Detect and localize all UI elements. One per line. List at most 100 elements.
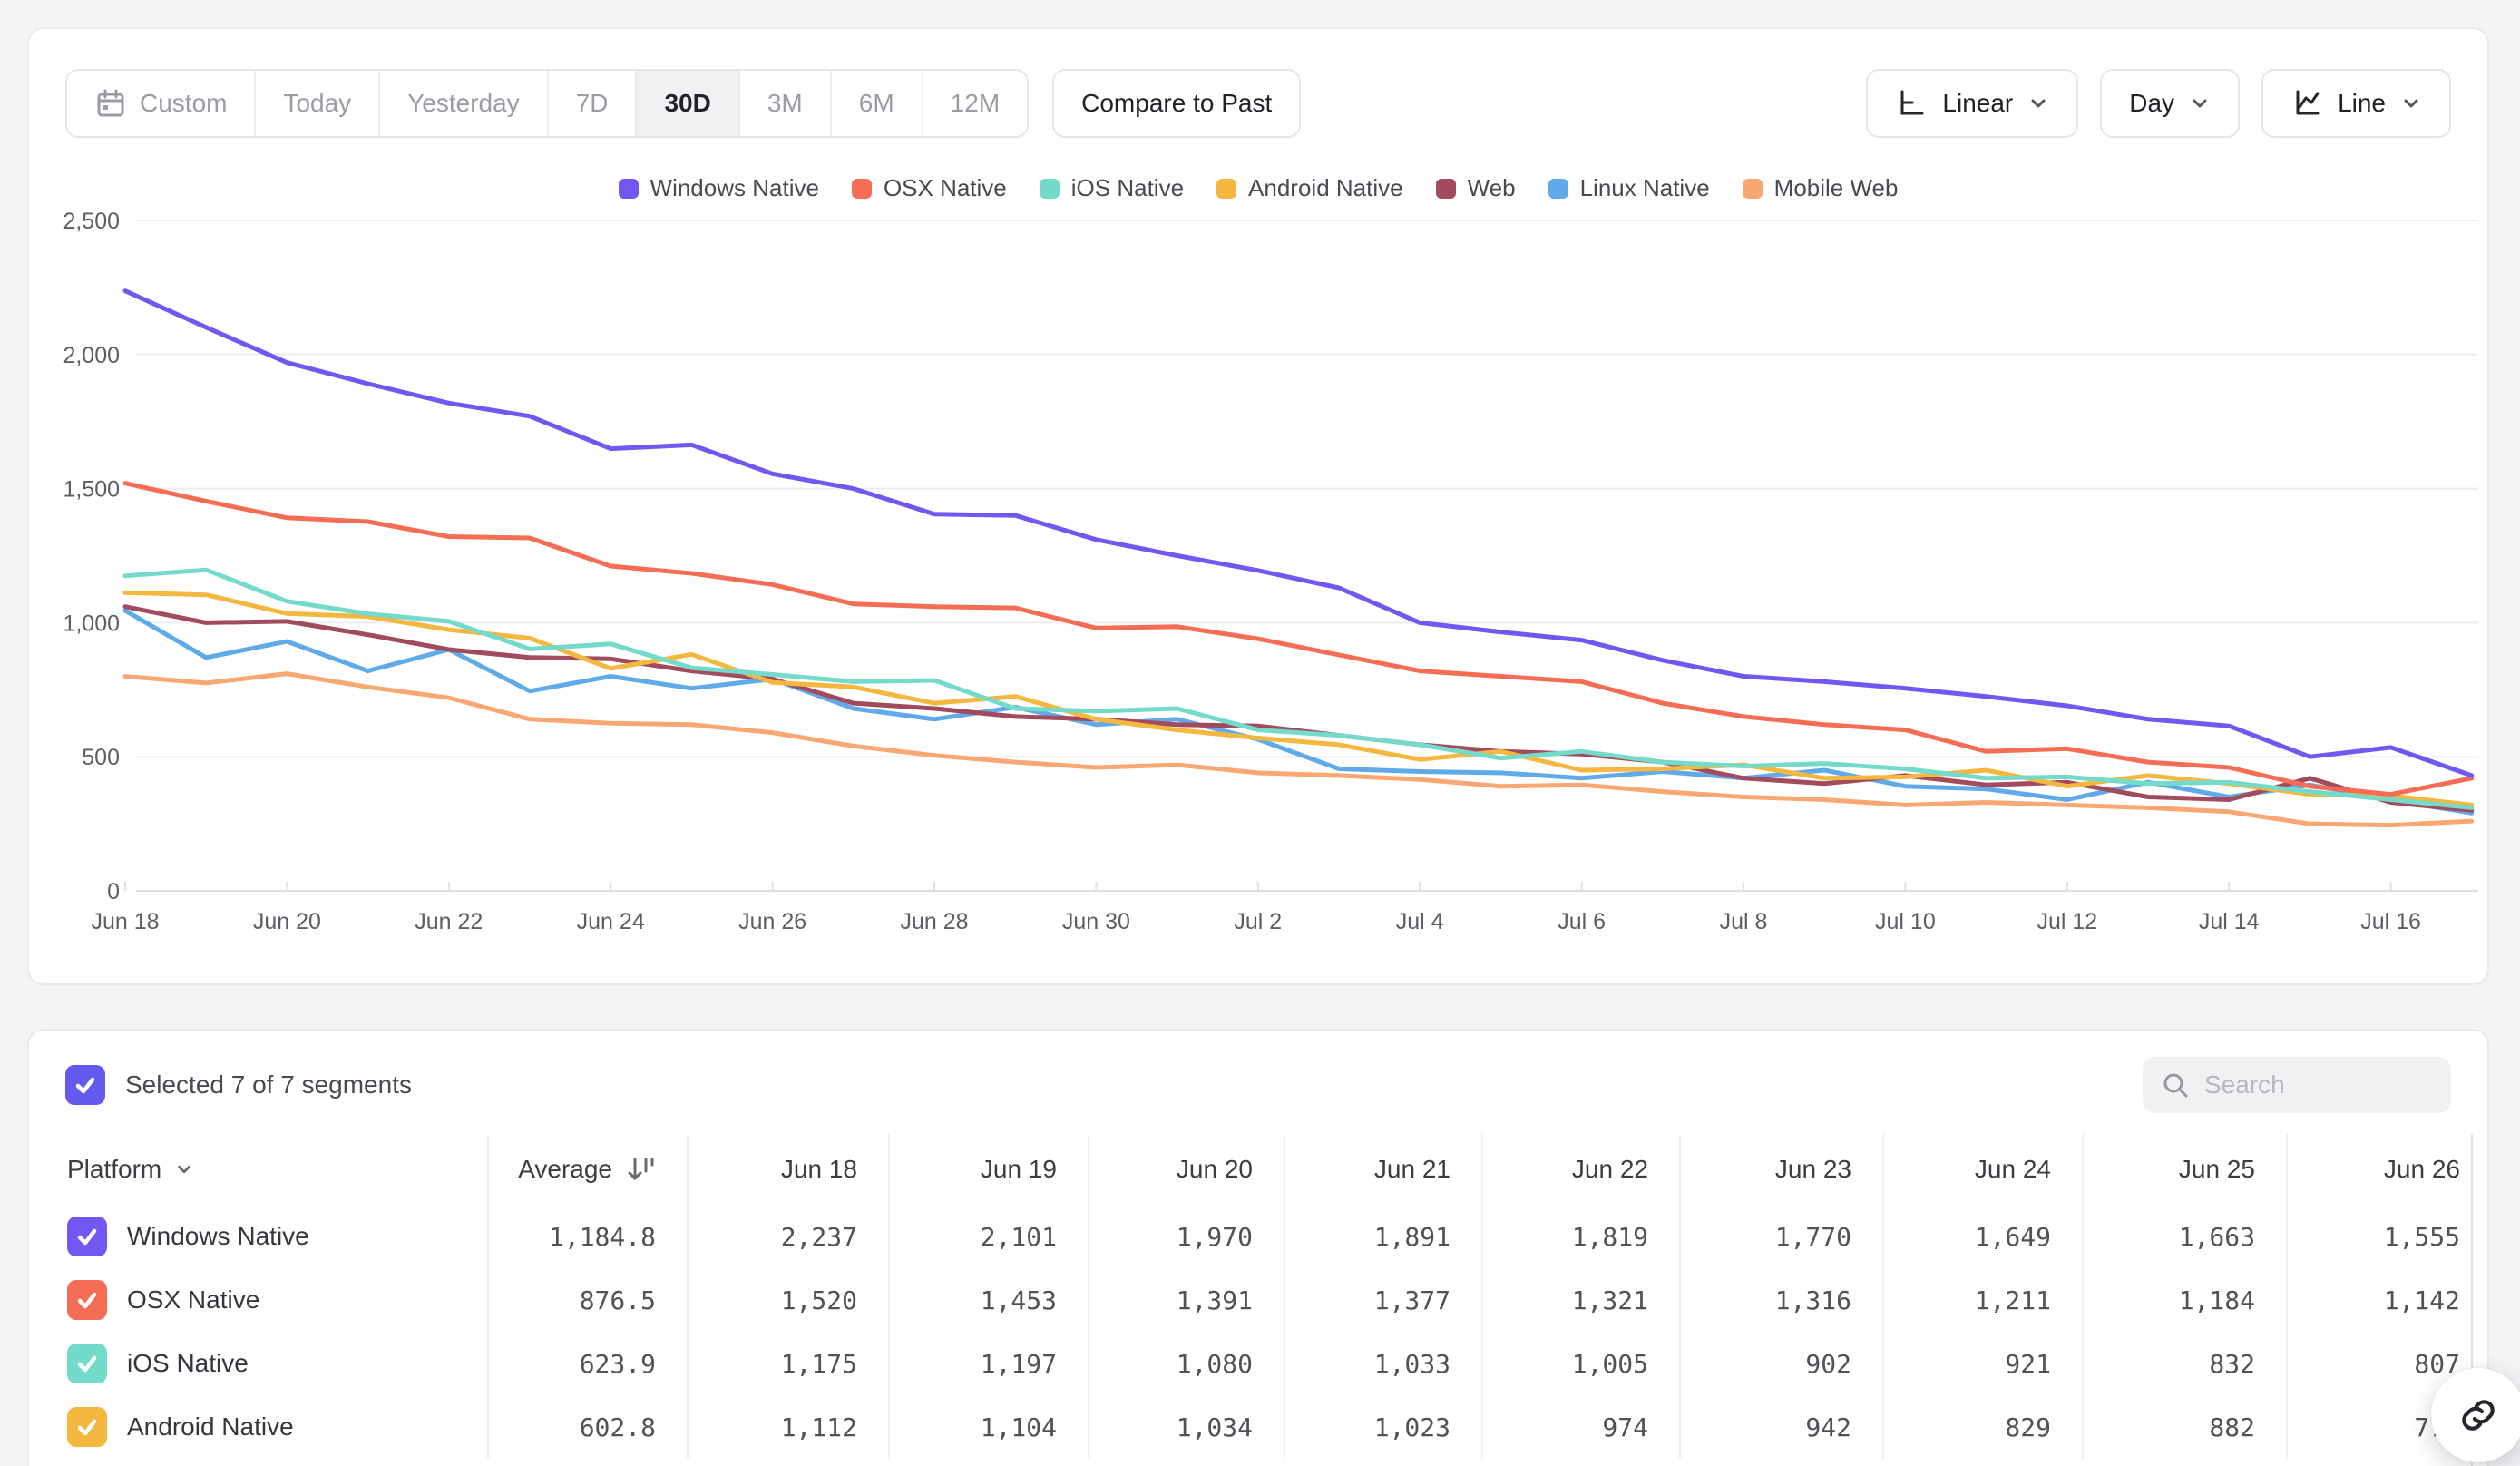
range-yesterday[interactable]: Yesterday [378,71,547,136]
legend-item[interactable]: iOS Native [1039,174,1185,202]
legend-swatch [618,178,639,199]
interval-dropdown[interactable]: Day [2100,69,2241,138]
range-6m[interactable]: 6M [829,71,922,136]
column-header-label: Average [518,1155,612,1183]
legend-item[interactable]: Android Native [1216,174,1403,202]
column-header-label: Jun 19 [980,1155,1057,1183]
segment-checkbox[interactable] [67,1407,107,1447]
x-axis-tick-label: Jun 20 [253,909,321,934]
x-axis-tick-label: Jun 30 [1062,909,1130,934]
checkmark-icon [77,1292,97,1309]
range-30d[interactable]: 30D [635,71,738,136]
legend-label: iOS Native [1070,174,1185,201]
value-cell: 2,101 [888,1205,1088,1268]
table-scrollbar[interactable] [2471,1134,2473,1466]
value-cell: 1,377 [1284,1268,1481,1332]
compare-to-past-label: Compare to Past [1081,89,1273,117]
value-cell: 1,175 [687,1332,888,1395]
chart-type-dropdown[interactable]: Line [2261,69,2451,138]
segment-checkbox[interactable] [67,1217,107,1256]
select-all-checkbox[interactable] [65,1065,105,1105]
scale-dropdown-label: Linear [1942,89,2014,117]
value-cell: 1,142 [2286,1268,2491,1332]
legend-label: Web [1467,174,1516,201]
value-cell: 942 [1679,1395,1882,1459]
value-cell: 602.8 [487,1395,687,1459]
legend-item[interactable]: Windows Native [618,174,819,202]
platform-label: OSX Native [127,1285,260,1314]
column-header-jun-25[interactable]: Jun 25 [2082,1134,2286,1205]
value-cell: 832 [2082,1332,2286,1395]
x-axis-tick-label: Jun 18 [91,909,159,934]
value-cell: 1,316 [1679,1268,1882,1332]
column-header-jun-18[interactable]: Jun 18 [687,1134,888,1205]
value-cell: 921 [1882,1332,2082,1395]
series-line-mobile-web [122,671,2475,828]
range-3m[interactable]: 3M [737,71,830,136]
value-cell: 1,970 [1088,1205,1284,1268]
legend-item[interactable]: Web [1435,174,1516,202]
legend-item[interactable]: OSX Native [851,174,1007,202]
share-link-button[interactable] [2431,1368,2520,1462]
value-cell: 1,197 [888,1332,1088,1395]
segment-search[interactable] [2143,1057,2451,1113]
chart-legend: Windows Native OSX Native iOS Native Androi… [29,174,2487,202]
checkmark-icon [77,1419,97,1436]
segment-checkbox[interactable] [67,1344,107,1383]
value-cell: 1,184 [2082,1268,2286,1332]
range-12m[interactable]: 12M [921,71,1027,136]
table-row-android-native: Android Native 602.8 1,112 1,104 1,034 1,023 9… [29,1395,2487,1459]
column-header-jun-21[interactable]: Jun 21 [1284,1134,1481,1205]
calendar-icon [94,87,127,120]
x-axis-tick-label: Jun 26 [738,909,806,934]
x-axis-tick-label: Jun 22 [415,909,483,934]
value-cell: 1,321 [1481,1268,1679,1332]
range-7d[interactable]: 7D [546,71,636,136]
sort-descending-icon [625,1156,656,1183]
column-header-jun-24[interactable]: Jun 24 [1882,1134,2082,1205]
scale-dropdown[interactable]: Linear [1866,69,2079,138]
column-header-label: Jun 26 [2383,1155,2460,1183]
y-axis-tick-label: 2,000 [63,343,120,368]
value-cell: 1,520 [687,1268,888,1332]
column-header-label: Jun 24 [1974,1155,2051,1183]
range-label: 7D [575,89,609,117]
column-header-label: Jun 21 [1373,1155,1450,1183]
x-axis-tick-label: Jul 6 [1558,909,1606,934]
legend-item[interactable]: Linux Native [1548,174,1710,202]
value-cell: 882 [2082,1395,2286,1459]
segments-table: Platform Average Jun 18 Jun 19 Jun 20 Jun 21 J… [29,1134,2487,1459]
range-custom[interactable]: Custom [67,71,254,136]
column-header-label: Jun 23 [1774,1155,1851,1183]
checkmark-icon [75,1077,95,1094]
value-cell: 1,770 [1679,1205,1882,1268]
platform-label: iOS Native [127,1349,249,1377]
x-axis-tick-label: Jul 8 [1720,909,1768,934]
compare-to-past-button[interactable]: Compare to Past [1052,69,1302,138]
column-header-platform[interactable]: Platform [29,1134,487,1205]
platform-label: Windows Native [127,1222,309,1250]
column-header-jun-19[interactable]: Jun 19 [888,1134,1088,1205]
checkmark-icon [77,1228,97,1246]
column-header-jun-26[interactable]: Jun 26 [2286,1134,2491,1205]
table-header-row: Platform Average Jun 18 Jun 19 Jun 20 Jun 21 J… [29,1134,2487,1205]
series-line-ios-native [122,567,2475,810]
table-row-ios-native: iOS Native 623.9 1,175 1,197 1,080 1,033 1,005… [29,1332,2487,1395]
legend-label: Windows Native [650,174,819,201]
chart-toolbar: Custom Today Yesterday 7D 30D 3M 6M 12M Compare… [65,69,2451,138]
column-header-jun-23[interactable]: Jun 23 [1679,1134,1882,1205]
legend-item[interactable]: Mobile Web [1742,174,1898,202]
table-row-osx-native: OSX Native 876.5 1,520 1,453 1,391 1,377 1,321… [29,1268,2487,1332]
selected-segments-label: Selected 7 of 7 segments [125,1070,412,1099]
y-axis-tick-label: 2,500 [63,210,120,234]
segments-table-card: Selected 7 of 7 segments Platform Average… [27,1029,2489,1466]
legend-label: Android Native [1248,174,1403,201]
search-input[interactable] [2204,1070,2433,1100]
range-today[interactable]: Today [254,71,378,136]
column-header-jun-22[interactable]: Jun 22 [1481,1134,1679,1205]
link-icon [2462,1400,2495,1431]
column-header-jun-20[interactable]: Jun 20 [1088,1134,1284,1205]
legend-label: OSX Native [883,174,1007,201]
segment-checkbox[interactable] [67,1280,107,1320]
column-header-average[interactable]: Average [487,1134,687,1205]
